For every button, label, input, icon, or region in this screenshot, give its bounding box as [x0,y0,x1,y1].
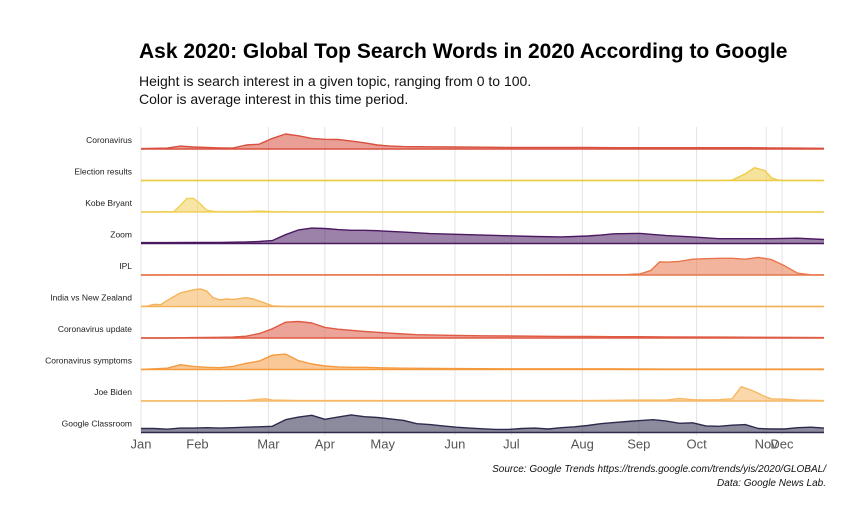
row-label-5: India vs New Zealand [50,293,132,303]
ridge-area-9 [141,414,824,433]
row-label-9: Google Classroom [62,419,132,429]
ridge-line-5 [140,288,824,308]
x-tick-label-5: Jun [444,437,465,452]
chart-subtitle-line-2: Color is average interest in this time p… [139,91,408,107]
ridge-row-3: Zoom [110,227,825,245]
ridge-line-0 [140,133,825,150]
ridge-row-9: Google Classroom [62,414,825,434]
ridge-line-3 [141,227,825,244]
x-tick-label-6: Jul [503,437,520,452]
row-label-1: Election results [74,167,132,177]
ridge-line-6 [141,320,825,339]
x-tick-label-11: Dec [770,437,794,452]
row-label-0: Coronavirus [86,135,132,145]
ridge-line-9 [141,414,825,431]
chart-title: Ask 2020: Global Top Search Words in 202… [139,40,787,63]
row-label-8: Joe Biden [94,387,132,397]
ridge-area-0 [141,134,824,149]
ridge-row-7: Coronavirus symptoms [45,353,824,371]
chart-caption-data: Data: Google News Lab. [717,478,826,489]
ridge-row-6: Coronavirus update [58,320,825,339]
x-tick-label-7: Aug [571,437,594,452]
ridge-row-2: Kobe Bryant [85,197,824,213]
ridge-area-2 [141,198,824,212]
ridge-row-4: IPL [119,256,825,276]
row-label-4: IPL [119,261,132,271]
ridge-area-8 [141,386,824,401]
row-label-2: Kobe Bryant [85,198,132,208]
ridge-area-5 [141,288,824,307]
chart-caption-source: Source: Google Trends https://trends.goo… [492,464,827,475]
ridgeline-series: Coronavirus Election results Kobe Bryant Zo… [45,133,825,434]
x-tick-label-0: Jan [131,437,152,452]
x-tick-label-1: Feb [186,437,208,452]
ridge-row-1: Election results [74,167,824,182]
ridge-area-6 [141,321,824,338]
ridge-area-7 [141,354,824,370]
row-label-7: Coronavirus symptoms [45,356,132,366]
row-label-3: Zoom [110,230,132,240]
ridge-row-0: Coronavirus [86,133,825,150]
ridge-line-1 [141,167,824,182]
ridge-area-4 [141,257,824,275]
ridge-row-8: Joe Biden [94,386,825,402]
ridge-line-2 [140,197,824,213]
grid-lines [140,127,783,436]
x-tick-label-3: Apr [315,437,336,452]
ridge-line-8 [141,386,825,402]
x-tick-label-4: May [370,437,395,452]
x-tick-label-9: Oct [686,437,707,452]
row-label-6: Coronavirus update [58,324,132,334]
x-tick-label-2: Mar [257,437,280,452]
chart-subtitle-line-1: Height is search interest in a given top… [139,73,531,89]
ridge-row-5: India vs New Zealand [50,288,824,308]
ridge-area-1 [141,167,824,181]
x-tick-label-8: Sep [627,437,650,452]
x-tick-label-10: Nov [755,437,779,452]
